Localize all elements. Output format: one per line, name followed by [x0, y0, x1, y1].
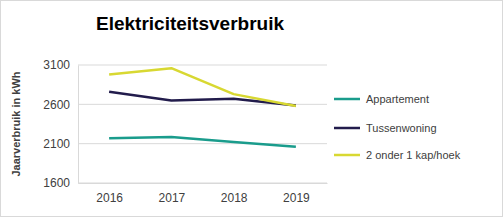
x-axis: 2016 2017 2018 2019: [79, 183, 328, 205]
legend-swatch: [334, 154, 360, 157]
legend: Appartement Tussenwoning 2 onder 1 kap/hoe…: [334, 93, 461, 161]
x-tick: 2016: [96, 183, 123, 205]
grid-line: [78, 143, 327, 144]
grid: [78, 65, 327, 183]
series-line: [109, 68, 296, 106]
legend-label: Tussenwoning: [366, 122, 437, 134]
y-tick: 2100: [43, 137, 78, 151]
y-tick-label: 1600: [43, 176, 70, 190]
legend-swatch: [334, 127, 360, 130]
y-tick: 3100: [43, 58, 78, 72]
y-tick-label: 2600: [43, 98, 70, 112]
x-tick-label: 2016: [96, 191, 123, 205]
legend-swatch: [334, 98, 360, 101]
series-line: [109, 92, 296, 106]
y-axis-title: Jaarverbruik in kWh: [10, 71, 22, 176]
x-tick: 2018: [221, 183, 248, 205]
x-axis-line: [79, 183, 328, 184]
grid-line: [78, 183, 327, 184]
grid-line: [78, 65, 327, 66]
y-tick: 1600: [43, 176, 78, 190]
chart: Elektriciteitsverbruik 1600 2100 2600 3100 20…: [0, 0, 503, 217]
legend-label: 2 onder 1 kap/hoek: [366, 149, 461, 161]
chart-border: [1, 1, 503, 217]
title: Elektriciteitsverbruik: [96, 13, 284, 34]
y-tick-label: 3100: [43, 58, 70, 72]
x-tick-label: 2017: [159, 191, 186, 205]
x-tick-label: 2018: [221, 191, 248, 205]
x-tick: 2019: [283, 183, 310, 205]
y-axis-line: [78, 66, 79, 184]
y-axis: 1600 2100 2600 3100: [43, 58, 78, 190]
series-line: [109, 137, 296, 147]
legend-label: Appartement: [366, 93, 429, 105]
y-tick: 2600: [43, 98, 78, 112]
x-tick-label: 2019: [283, 191, 310, 205]
x-tick: 2017: [159, 183, 186, 205]
lines: [109, 68, 296, 147]
y-tick-label: 2100: [43, 137, 70, 151]
